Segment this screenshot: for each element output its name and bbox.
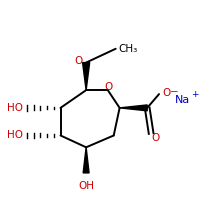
Polygon shape [83, 147, 89, 173]
Text: Na: Na [175, 95, 190, 105]
Text: O: O [151, 133, 159, 143]
Text: −: − [169, 87, 178, 97]
Text: +: + [191, 90, 198, 99]
Text: O: O [105, 82, 113, 92]
Text: HO: HO [7, 130, 23, 140]
Text: O: O [74, 56, 82, 66]
Text: OH: OH [78, 181, 94, 191]
Text: CH₃: CH₃ [118, 44, 137, 54]
Polygon shape [120, 105, 147, 111]
Polygon shape [83, 63, 90, 90]
Text: O: O [163, 88, 171, 98]
Text: HO: HO [7, 103, 23, 113]
